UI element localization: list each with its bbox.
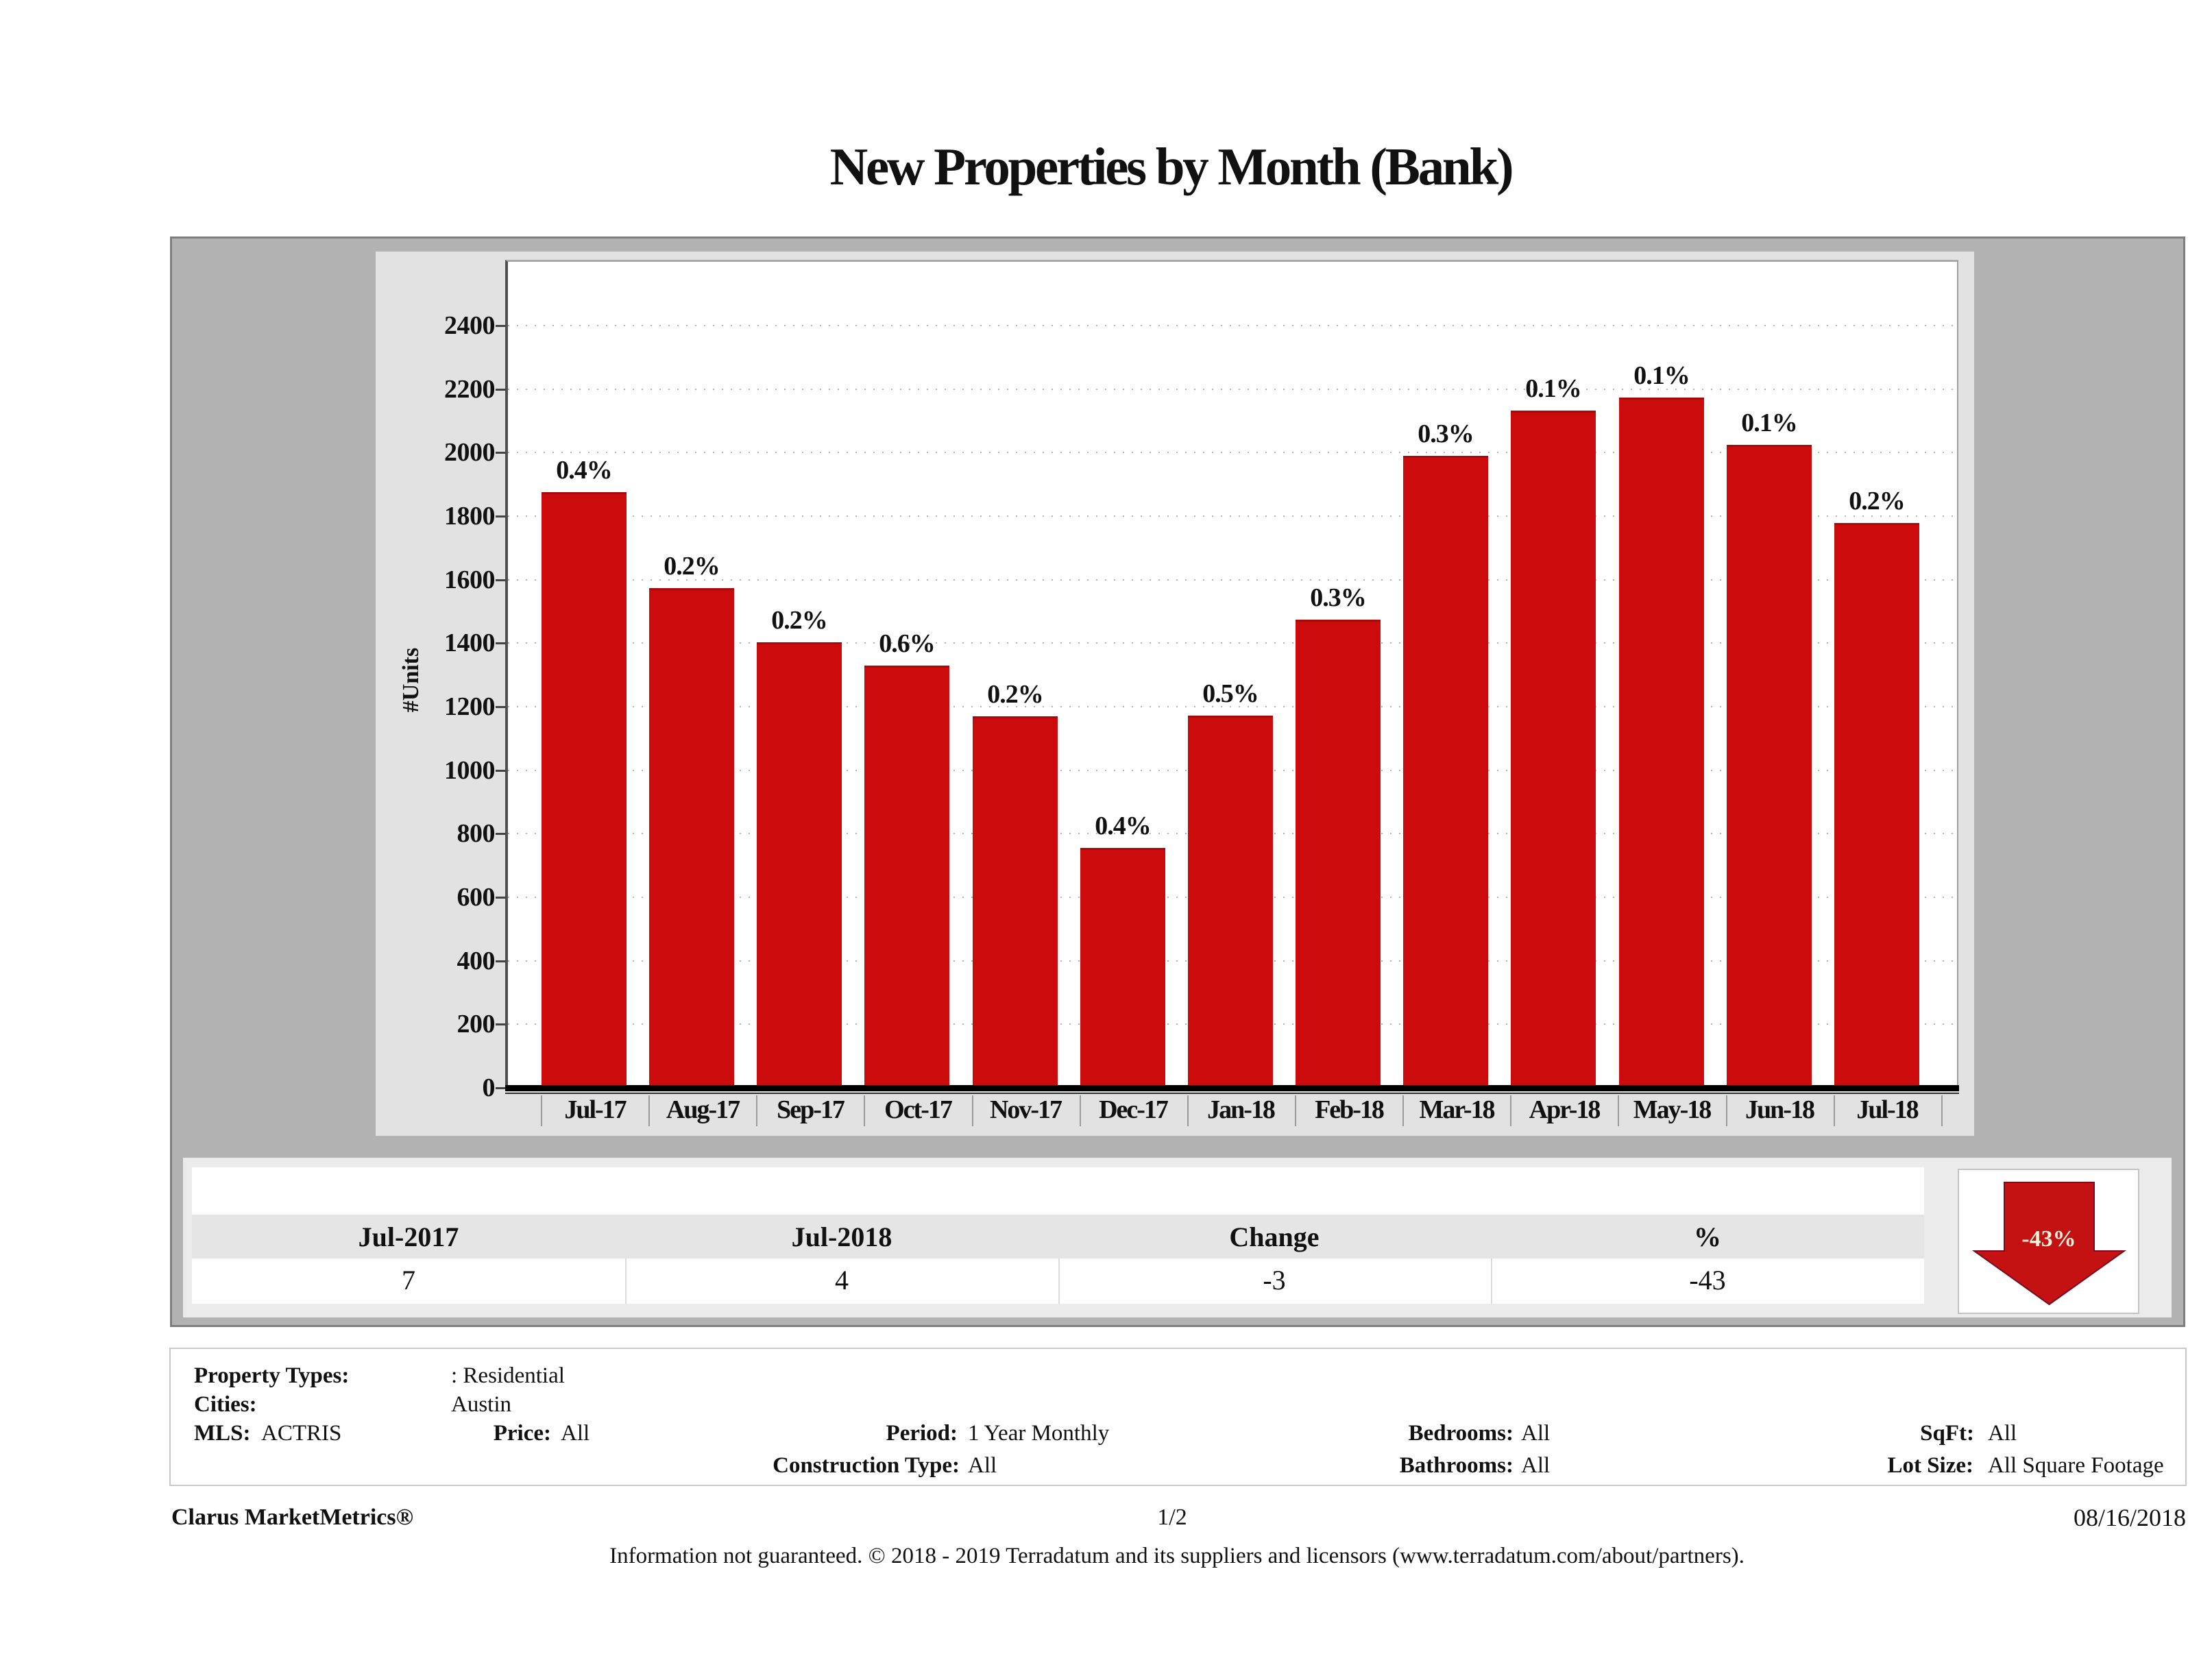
svg-text:-43%: -43% — [2021, 1226, 2076, 1252]
